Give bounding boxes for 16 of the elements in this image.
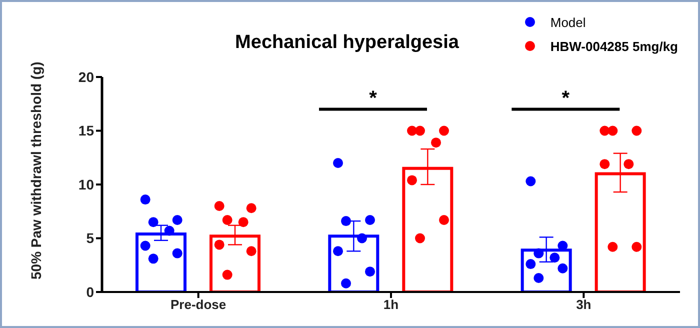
y-tick-label: 0 (86, 284, 94, 300)
legend-label: HBW-004285 5mg/kg (550, 38, 678, 54)
legend-label: Model (550, 14, 586, 30)
y-tick-label: 20 (78, 68, 94, 85)
x-tick-label: 1h (383, 297, 399, 312)
y-axis-title: 50% Paw withdrawl threshold (g) (28, 62, 44, 280)
x-tick-label: 3h (576, 297, 592, 312)
annotation: * (369, 87, 378, 110)
significance-bracket: * (512, 87, 620, 111)
chart-title: Mechanical hyperalgesia (234, 32, 460, 54)
y-tick-label: 10 (78, 176, 94, 192)
y-tick-label: 5 (86, 230, 94, 246)
x-tick-label: Pre-dose (170, 297, 226, 312)
annotation: * (562, 87, 570, 110)
y-tick-label: 15 (78, 122, 94, 139)
significance-bracket: * (319, 87, 427, 111)
